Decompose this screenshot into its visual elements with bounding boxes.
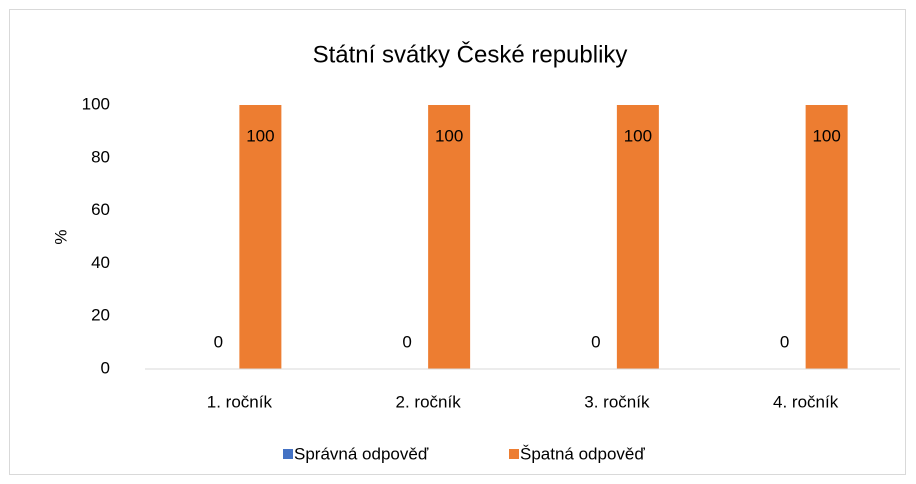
data-label: 100 <box>246 126 274 145</box>
legend-swatch <box>509 449 519 459</box>
x-tick-label: 4. ročník <box>773 392 839 411</box>
bar <box>616 105 659 369</box>
y-tick-label: 20 <box>91 306 110 325</box>
x-tick-label: 3. ročník <box>584 392 650 411</box>
chart-title: Státní svátky České republiky <box>313 40 628 68</box>
y-tick-label: 100 <box>82 94 110 113</box>
data-label: 0 <box>214 332 223 351</box>
x-tick-label: 2. ročník <box>396 392 462 411</box>
bar <box>805 105 848 369</box>
bar <box>239 105 282 369</box>
data-label: 100 <box>812 126 840 145</box>
y-tick-label: 60 <box>91 200 110 219</box>
legend-swatch <box>283 449 293 459</box>
y-tick-label: 0 <box>101 358 110 377</box>
data-label: 0 <box>780 332 789 351</box>
data-label: 0 <box>591 332 600 351</box>
bar <box>428 105 471 369</box>
data-label: 100 <box>624 126 652 145</box>
x-tick-label: 1. ročník <box>207 392 273 411</box>
data-label: 0 <box>402 332 411 351</box>
y-tick-label: 40 <box>91 253 110 272</box>
data-label: 100 <box>435 126 463 145</box>
legend-label: Správná odpověď <box>294 444 429 463</box>
y-tick-label: 80 <box>91 147 110 166</box>
legend-label: Špatná odpověď <box>520 444 645 463</box>
y-axis-label: % <box>51 229 70 244</box>
